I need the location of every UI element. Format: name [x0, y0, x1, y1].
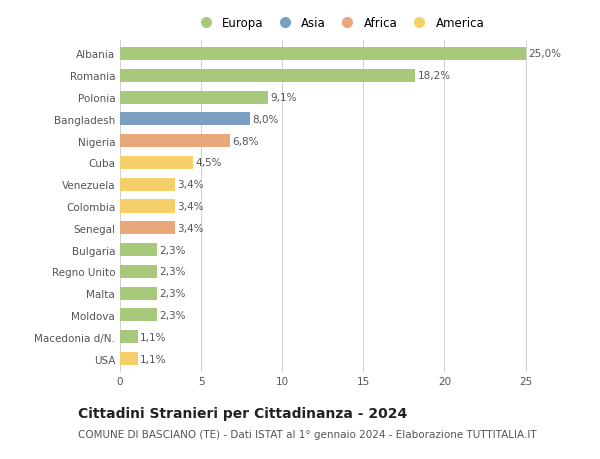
Text: 18,2%: 18,2% [418, 71, 451, 81]
Text: 2,3%: 2,3% [160, 310, 186, 320]
Text: 4,5%: 4,5% [196, 158, 222, 168]
Bar [120, 309, 157, 322]
Text: 6,8%: 6,8% [233, 136, 259, 146]
Text: 2,3%: 2,3% [160, 245, 186, 255]
Bar [120, 157, 193, 169]
Legend: Europa, Asia, Africa, America: Europa, Asia, Africa, America [191, 14, 487, 32]
Text: 9,1%: 9,1% [270, 93, 296, 103]
Text: 8,0%: 8,0% [252, 115, 278, 124]
Bar [120, 135, 230, 148]
Bar [120, 222, 175, 235]
Text: 25,0%: 25,0% [528, 50, 561, 59]
Text: 3,4%: 3,4% [178, 223, 204, 233]
Text: 1,1%: 1,1% [140, 332, 167, 342]
Text: COMUNE DI BASCIANO (TE) - Dati ISTAT al 1° gennaio 2024 - Elaborazione TUTTITALI: COMUNE DI BASCIANO (TE) - Dati ISTAT al … [78, 429, 536, 439]
Bar [120, 330, 138, 343]
Bar [120, 70, 415, 83]
Bar [120, 287, 157, 300]
Text: 2,3%: 2,3% [160, 289, 186, 298]
Bar [120, 48, 526, 61]
Text: 1,1%: 1,1% [140, 354, 167, 364]
Text: Cittadini Stranieri per Cittadinanza - 2024: Cittadini Stranieri per Cittadinanza - 2… [78, 406, 407, 420]
Text: 3,4%: 3,4% [178, 180, 204, 190]
Bar [120, 244, 157, 257]
Bar [120, 113, 250, 126]
Bar [120, 352, 138, 365]
Bar [120, 178, 175, 191]
Text: 2,3%: 2,3% [160, 267, 186, 277]
Bar [120, 91, 268, 104]
Bar [120, 200, 175, 213]
Text: 3,4%: 3,4% [178, 202, 204, 212]
Bar [120, 265, 157, 278]
